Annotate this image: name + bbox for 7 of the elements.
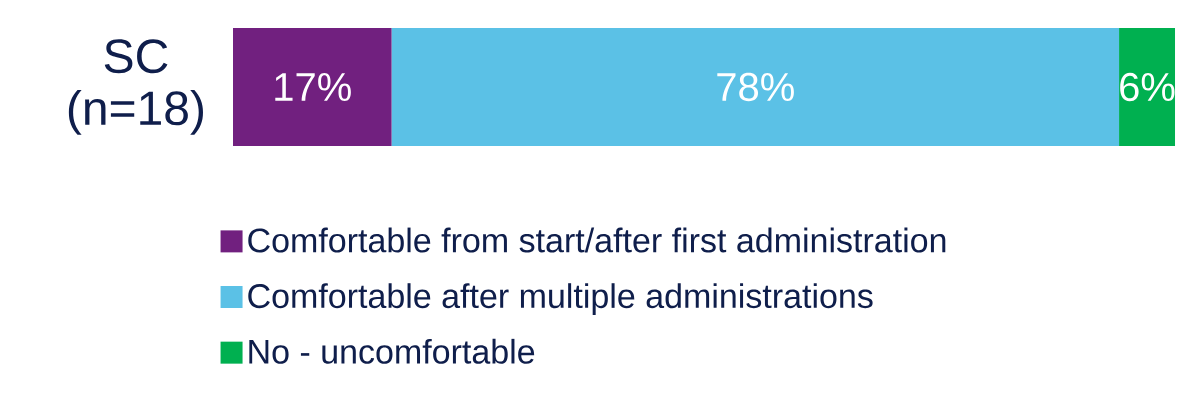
legend-label: Comfortable from start/after first administration [248, 227, 946, 253]
data-label: 17% [275, 73, 351, 101]
legend-label: Comfortable after multiple administrations [248, 283, 873, 315]
legend-label: No - uncomfortable [249, 338, 535, 364]
data-label: 78% [717, 72, 794, 102]
y-tick-label: SC (n=18) [68, 39, 203, 135]
data-label: 6% [1120, 72, 1175, 102]
